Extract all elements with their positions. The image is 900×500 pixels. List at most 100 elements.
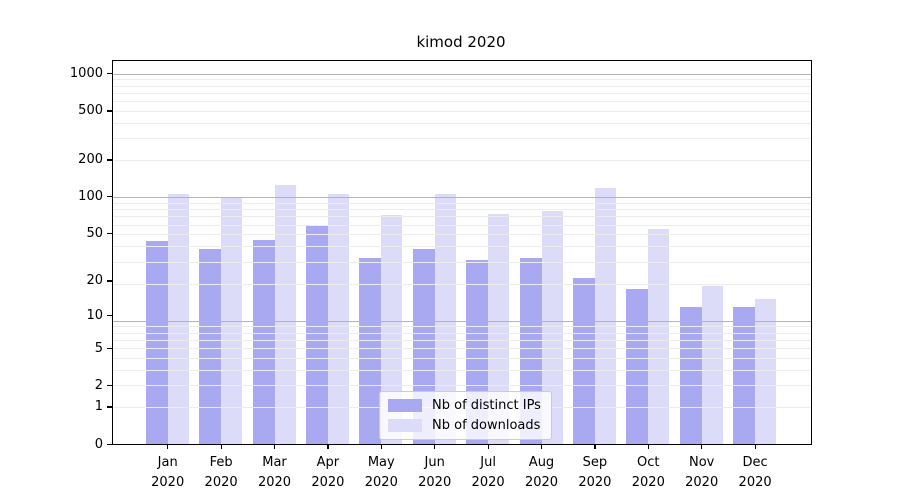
bar-distinct-ips	[679, 306, 702, 444]
legend-label-downloads: Nb of downloads	[432, 418, 541, 433]
bar-downloads	[648, 229, 670, 444]
legend: Nb of distinct IPs Nb of downloads	[379, 391, 552, 440]
bar-downloads	[701, 286, 723, 444]
y-tick-label: 2	[94, 377, 103, 393]
x-tick-label: Jun 2020	[418, 455, 452, 490]
y-tick-mark	[107, 280, 113, 282]
bar-downloads	[488, 214, 510, 444]
x-tick-label: Jan 2020	[151, 455, 185, 490]
bar-downloads	[594, 187, 616, 444]
y-tick-label: 5	[94, 340, 103, 356]
y-tick-label: 20	[86, 273, 103, 289]
y-tick-mark	[107, 110, 113, 112]
legend-swatch-downloads	[388, 419, 422, 432]
gridline-major	[113, 197, 811, 199]
y-tick-label: 1	[94, 399, 103, 415]
gridline-minor	[113, 224, 811, 226]
bar-downloads	[274, 184, 296, 444]
gridline-minor	[113, 369, 811, 371]
gridline-minor	[113, 110, 811, 112]
x-tick-mark	[647, 444, 650, 449]
bar-distinct-ips	[626, 289, 649, 444]
x-tick-label: Jul 2020	[471, 455, 505, 490]
y-tick-label: 10	[86, 308, 103, 323]
gridline-minor	[113, 261, 811, 263]
y-tick-mark	[107, 315, 113, 317]
x-tick-mark	[701, 444, 703, 449]
x-tick-label: Oct 2020	[631, 455, 665, 490]
y-tick-mark	[107, 384, 113, 386]
gridline-minor	[113, 202, 811, 204]
bar-downloads	[167, 193, 189, 444]
gridline-minor	[113, 246, 811, 248]
bar-distinct-ips	[359, 258, 382, 444]
x-tick-label: Aug 2020	[524, 455, 559, 490]
legend-entry-distinct-ips: Nb of distinct IPs	[388, 398, 541, 413]
plot-area: Dec 2020 Nov 2020 Oct 2020 Sep 2020 Aug 2020 Jul 20…	[70, 60, 812, 490]
gridline-minor	[113, 326, 811, 328]
gridline-major	[113, 320, 811, 322]
x-tick-label: May 2020	[364, 455, 398, 490]
y-tick-label: 500	[78, 103, 103, 119]
x-tick-label: Mar 2020	[257, 455, 292, 490]
gridline-major	[113, 73, 811, 75]
x-tick-mark	[327, 444, 329, 449]
legend-entry-downloads: Nb of downloads	[388, 418, 541, 433]
y-tick-label: 50	[86, 225, 103, 241]
y-tick-mark	[107, 73, 113, 75]
y-tick-mark	[107, 232, 113, 235]
gridline-minor	[113, 357, 811, 359]
bar-distinct-ips	[733, 306, 756, 444]
gridline-minor	[113, 101, 811, 103]
y-tick-label: 0	[94, 436, 103, 452]
bar-distinct-ips	[199, 249, 222, 444]
bar-downloads	[221, 197, 243, 444]
bar-distinct-ips	[145, 241, 168, 444]
bar-downloads	[327, 193, 349, 444]
gridline-minor	[113, 385, 811, 387]
gridline-minor	[113, 332, 811, 334]
gridline-minor	[113, 209, 811, 211]
y-tick-mark	[107, 406, 113, 408]
x-tick-mark	[220, 444, 222, 449]
legend-label-distinct-ips: Nb of distinct IPs	[432, 398, 541, 413]
gridline-minor	[113, 122, 811, 124]
gridline-minor	[113, 283, 811, 285]
gridline-minor	[113, 92, 811, 94]
gridline-minor	[113, 85, 811, 87]
legend-swatch-distinct-ips	[388, 399, 422, 412]
x-tick-mark	[541, 444, 543, 449]
gridline-minor	[113, 339, 811, 341]
chart-title: kimod 2020	[416, 33, 506, 51]
x-tick-label: Apr 2020	[311, 455, 345, 490]
x-tick-label: Feb 2020	[204, 455, 238, 490]
y-tick-label: 200	[78, 152, 103, 168]
x-tick-mark	[754, 444, 756, 449]
bar-downloads	[434, 193, 456, 444]
x-tick-mark	[167, 444, 169, 449]
bar-downloads	[381, 214, 403, 444]
x-tick-label: Nov 2020	[685, 455, 719, 490]
y-tick-mark	[107, 196, 113, 198]
x-tick-mark	[434, 444, 436, 449]
gridline-minor	[113, 216, 811, 218]
bar-distinct-ips	[572, 278, 595, 444]
x-tick-label: Dec 2020	[738, 455, 772, 490]
gridline-minor	[113, 79, 811, 81]
y-tick-label: 100	[78, 189, 103, 205]
x-tick-mark	[594, 444, 596, 449]
y-tick-mark	[107, 443, 113, 445]
x-tick-mark	[380, 444, 383, 449]
gridline-minor	[113, 138, 811, 140]
y-tick-label: 1000	[69, 66, 103, 82]
gridline-minor	[113, 160, 811, 162]
bar-distinct-ips	[305, 225, 328, 444]
bar-distinct-ips	[252, 240, 275, 444]
x-tick-mark	[274, 444, 276, 449]
x-tick-mark	[487, 444, 489, 449]
gridline-minor	[113, 234, 811, 236]
y-tick-mark	[107, 159, 113, 161]
gridline-minor	[113, 348, 811, 349]
y-tick-mark	[107, 347, 113, 349]
